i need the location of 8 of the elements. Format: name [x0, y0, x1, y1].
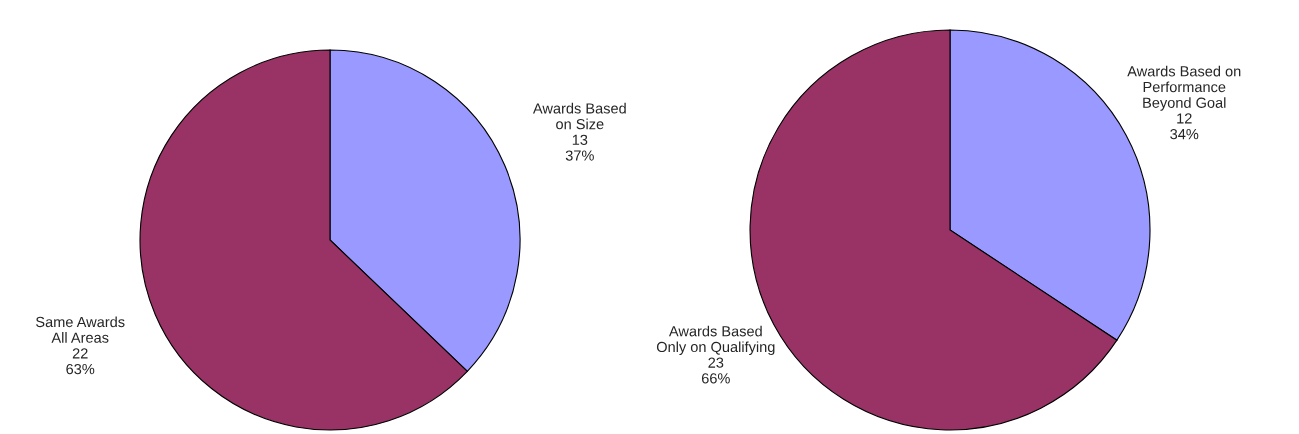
data-label: 13 37% [565, 134, 594, 161]
slice-label: Awards Based on Size [532, 102, 626, 130]
slice-label: Awards Based Only on Qualifying [656, 325, 775, 355]
slice-label: Same Awards All Areas [36, 316, 125, 343]
data-label: 12 34% [1170, 113, 1199, 140]
slice-label: Awards Based on Performance Beyond Goal [1127, 65, 1241, 111]
data-label: 23 66% [701, 357, 730, 384]
data-label: 22 63% [66, 348, 95, 375]
